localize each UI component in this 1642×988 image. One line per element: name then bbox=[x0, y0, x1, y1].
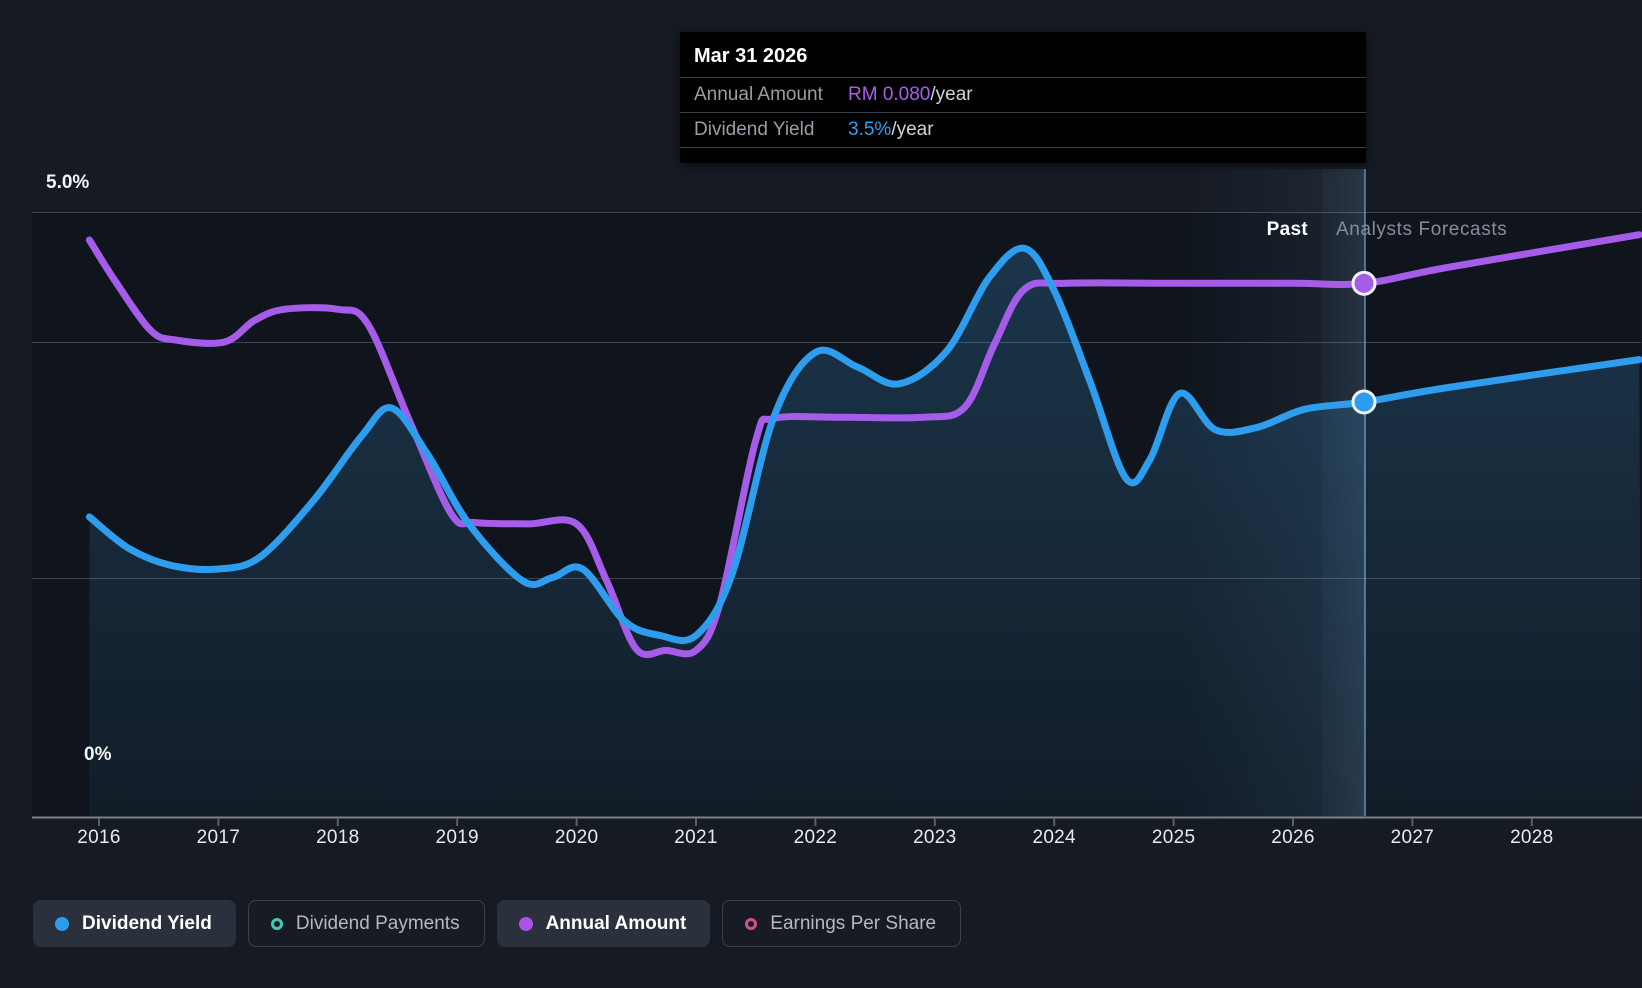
legend-item-earnings-per-share[interactable]: Earnings Per Share bbox=[722, 900, 962, 947]
x-tick-2021: 2021 bbox=[674, 827, 718, 848]
x-tick-2026: 2026 bbox=[1271, 827, 1315, 848]
legend-label: Dividend Payments bbox=[295, 912, 460, 934]
x-tick-2024: 2024 bbox=[1032, 827, 1076, 848]
tooltip-annual-amount-label: Annual Amount bbox=[694, 84, 823, 105]
legend-label: Earnings Per Share bbox=[770, 912, 937, 934]
tooltip-dividend-yield-suffix: /year bbox=[891, 119, 934, 140]
annual-amount-hover-marker[interactable] bbox=[1351, 270, 1377, 296]
x-tick-2027: 2027 bbox=[1390, 827, 1435, 848]
x-tick-2020: 2020 bbox=[554, 827, 599, 848]
dividend-yield-hover-marker[interactable] bbox=[1351, 389, 1377, 415]
y-axis-zero-label: 0% bbox=[84, 744, 112, 765]
legend-item-dividend-yield[interactable]: Dividend Yield bbox=[33, 900, 236, 947]
x-tick-2017: 2017 bbox=[196, 827, 241, 848]
tooltip-date: Mar 31 2026 bbox=[694, 45, 808, 67]
legend-item-dividend-payments[interactable]: Dividend Payments bbox=[247, 900, 485, 947]
x-tick-2016: 2016 bbox=[77, 827, 121, 848]
tooltip-annual-amount-value: RM 0.080 bbox=[848, 84, 931, 105]
hover-tooltip: Mar 31 2026 Annual Amount RM 0.080/year … bbox=[680, 32, 1366, 163]
legend-label: Annual Amount bbox=[545, 912, 687, 934]
dividend-yield-dot-icon bbox=[55, 916, 69, 931]
tooltip-dividend-yield-value: 3.5% bbox=[848, 119, 892, 140]
tooltip-row-dividend-yield: Dividend Yield 3.5%/year bbox=[680, 112, 1366, 147]
dividend-payments-ring-icon bbox=[270, 917, 283, 930]
x-tick-2018: 2018 bbox=[316, 827, 360, 848]
analysts-forecasts-region-label: Analysts Forecasts bbox=[1336, 219, 1508, 240]
earnings-per-share-ring-icon bbox=[745, 917, 758, 930]
tooltip-dividend-yield-label: Dividend Yield bbox=[694, 119, 815, 140]
tooltip-row-annual-amount: Annual Amount RM 0.080/year bbox=[680, 77, 1366, 112]
x-tick-2025: 2025 bbox=[1151, 827, 1196, 848]
y-axis-max-label: 5.0% bbox=[46, 172, 90, 193]
x-tick-2019: 2019 bbox=[435, 827, 479, 848]
tooltip-annual-amount-suffix: /year bbox=[930, 84, 973, 105]
dividend-yield-line bbox=[85, 244, 1642, 645]
x-tick-2022: 2022 bbox=[793, 827, 838, 848]
annual-amount-line bbox=[85, 231, 1642, 659]
legend-item-annual-amount[interactable]: Annual Amount bbox=[496, 900, 711, 947]
tooltip-bottom-rule bbox=[680, 147, 1366, 163]
x-tick-2023: 2023 bbox=[913, 827, 957, 848]
x-tick-2028: 2028 bbox=[1510, 827, 1554, 848]
x-axis-ticks bbox=[98, 818, 1533, 826]
annual-amount-dot-icon bbox=[518, 916, 533, 931]
chart-legend: Dividend Yield Dividend Payments Annual … bbox=[33, 900, 962, 947]
legend-label: Dividend Yield bbox=[82, 912, 212, 934]
dividend-yield-area bbox=[89, 248, 1641, 817]
past-region-label: Past bbox=[1266, 219, 1308, 240]
